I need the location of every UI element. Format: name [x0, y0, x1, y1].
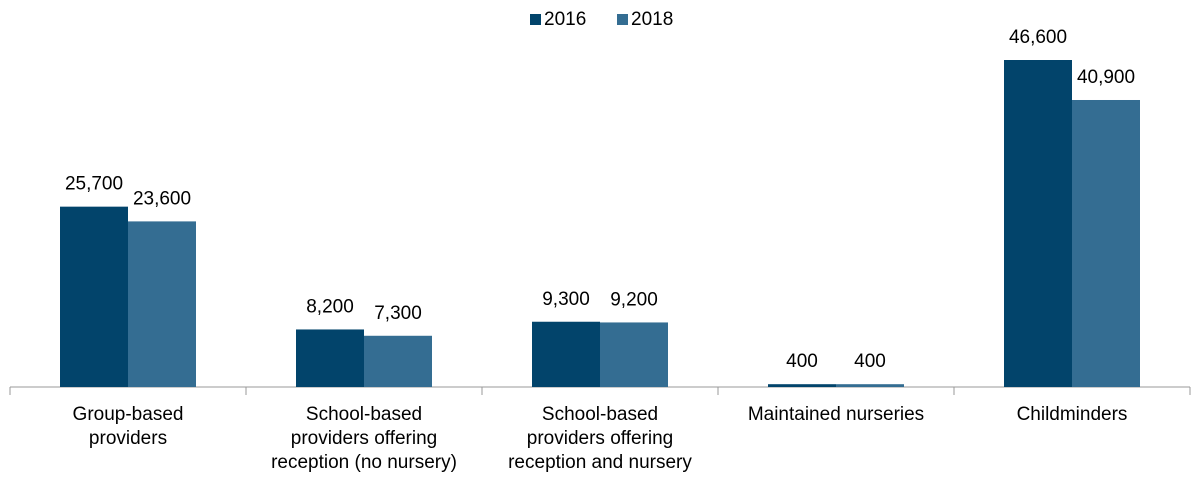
- x-tick-label: Childminders: [1017, 404, 1128, 425]
- data-label: 400: [854, 351, 886, 372]
- x-tick-label-line: Group-based: [73, 404, 184, 425]
- x-tick-label: School-based providers offering reception …: [508, 404, 692, 473]
- x-tick-label-line: Childminders: [1017, 404, 1128, 425]
- bar: [296, 329, 364, 387]
- x-tick-label-line: providers: [89, 428, 167, 449]
- data-label: 8,200: [306, 296, 354, 317]
- bar: [600, 322, 668, 387]
- data-label: 7,300: [374, 303, 422, 324]
- x-tick-label: School-based providers offering reception …: [271, 404, 457, 473]
- x-tick-label-line: providers offering: [527, 428, 673, 449]
- x-tick-label-line: School-based: [542, 404, 658, 425]
- legend-swatch: [617, 14, 628, 25]
- data-label: 400: [786, 351, 818, 372]
- data-label: 25,700: [65, 174, 123, 195]
- data-label: 23,600: [133, 188, 191, 209]
- data-label: 9,200: [610, 289, 658, 310]
- x-tick-label-line: reception (no nursery): [271, 452, 457, 473]
- x-tick-label-line: Maintained nurseries: [748, 404, 924, 425]
- bar: [1004, 60, 1072, 387]
- legend-swatch: [530, 14, 541, 25]
- data-label: 9,300: [542, 289, 590, 310]
- bar: [836, 384, 904, 387]
- legend-label: 2018: [631, 9, 673, 30]
- x-tick-label-line: School-based: [306, 404, 422, 425]
- x-tick-label-line: reception and nursery: [508, 452, 692, 473]
- bar: [60, 206, 128, 387]
- x-tick-label-line: providers offering: [291, 428, 437, 449]
- x-tick-label: Maintained nurseries: [748, 404, 924, 425]
- bar: [532, 321, 600, 387]
- bar: [128, 221, 196, 387]
- data-label: 40,900: [1077, 67, 1135, 88]
- data-label: 46,600: [1009, 27, 1067, 48]
- x-tick-label: Group-based providers: [73, 404, 184, 449]
- bar: [1072, 99, 1140, 387]
- legend-label: 2016: [544, 9, 586, 30]
- bar: [364, 335, 432, 387]
- bar: [768, 384, 836, 387]
